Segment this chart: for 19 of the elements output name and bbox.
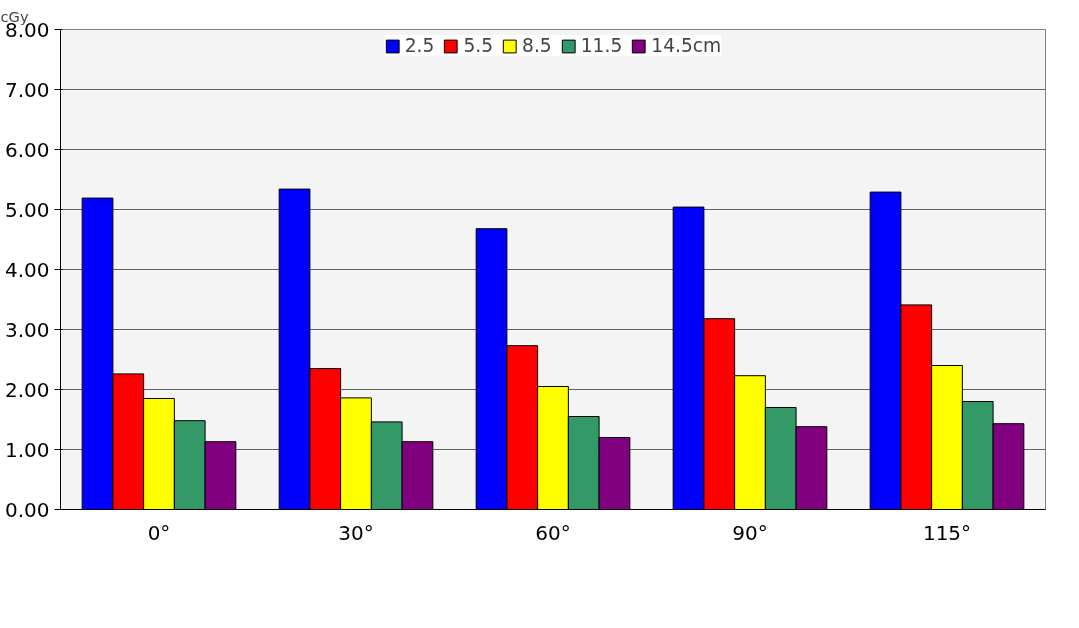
y-tick-label: 2.00 [4, 377, 50, 402]
y-tick-label: 7.00 [4, 77, 50, 102]
x-tick-label: 30° [338, 520, 374, 545]
legend-label: 8.5 [522, 35, 552, 56]
y-tick-label: 5.00 [4, 197, 50, 222]
y-tick-label: 0.00 [4, 497, 50, 522]
y-tick-label: 1.00 [4, 437, 50, 462]
x-tick-label: 90° [732, 520, 768, 545]
x-tick-label: 115° [922, 520, 972, 545]
y-tick-label: 3.00 [4, 317, 50, 342]
legend-label: 14.5cm [651, 35, 722, 56]
y-tick-label: 6.00 [4, 137, 50, 162]
x-tick-label: 60° [535, 520, 571, 545]
legend-label: 2.5 [404, 35, 435, 56]
y-tick-label: 4.00 [4, 257, 50, 282]
legend-label: 5.5 [463, 35, 494, 56]
text: cGy [0, 7, 29, 25]
x-tick-label: 0° [147, 520, 171, 545]
legend-label: 11.5 [580, 35, 623, 56]
